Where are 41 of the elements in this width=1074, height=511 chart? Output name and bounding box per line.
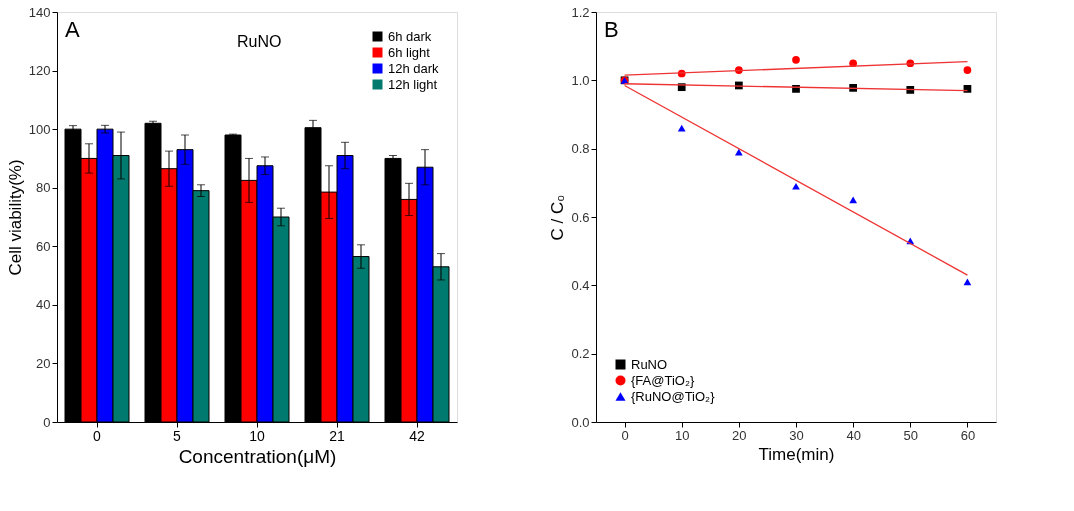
x-tick-label: 0 [93,427,102,444]
y-tick-label: 0.8 [571,141,590,157]
x-tick-label: 60 [960,427,976,443]
y-axis-title: Cell viability(%) [5,159,25,276]
legend-label: {RuNO@TiO₂} [631,388,716,404]
x-tick-label: 50 [903,427,919,443]
legend-label: 6h light [388,44,431,60]
y-tick-label: 0.2 [571,346,590,362]
annotation: RuNO [237,33,282,50]
y-axis-title: C / C₀ [548,194,568,241]
legend-label: 6h dark [388,28,432,44]
x-tick-label: 30 [789,427,804,443]
y-tick-label: 0 [43,414,51,430]
legend-label: 12h dark [388,60,440,76]
legend-label: {FA@TiO₂} [631,372,695,388]
y-tick-label: 1.0 [571,72,590,88]
annotation: B [604,17,619,42]
y-tick-label: 120 [28,63,51,79]
x-tick-label: 5 [173,427,182,444]
y-tick-label: 0.0 [571,414,590,430]
x-tick-label: 40 [846,427,861,443]
y-tick-label: 0.4 [571,277,590,293]
y-tick-label: 0.6 [571,209,590,225]
legend-label: RuNO [631,356,668,372]
y-tick-label: 1.2 [571,4,590,20]
y-tick-label: 100 [28,121,51,137]
y-tick-label: 40 [36,297,51,313]
x-tick-label: 20 [732,427,747,443]
legend-label: 12h light [388,76,438,92]
y-tick-label: 60 [36,238,51,254]
y-tick-label: 20 [36,355,51,371]
x-axis-title: Concentration(μM) [178,445,337,467]
x-axis-title: Time(min) [758,444,835,464]
x-tick-label: 21 [329,427,345,444]
y-tick-label: 80 [36,180,51,196]
x-tick-label: 10 [249,427,265,444]
x-tick-label: 42 [409,427,425,444]
annotation: A [65,17,80,42]
y-tick-label: 140 [28,4,51,20]
x-tick-label: 10 [674,427,690,443]
x-tick-label: 0 [621,427,629,443]
